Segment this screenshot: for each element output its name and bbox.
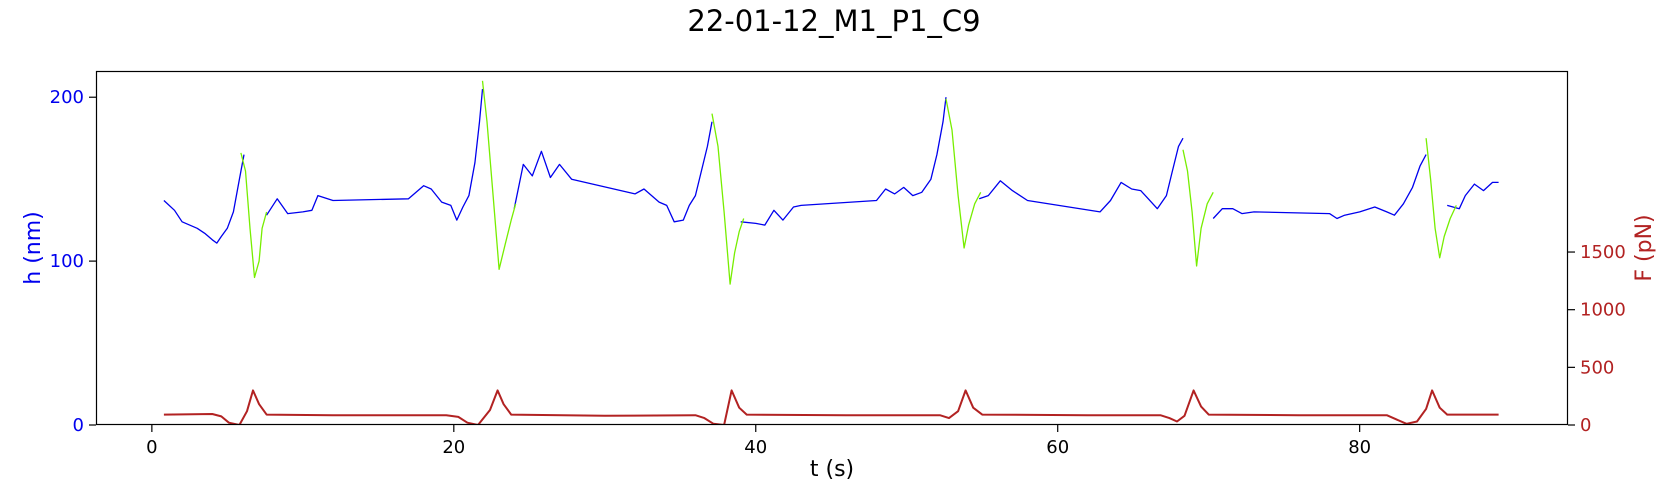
height-compression-line xyxy=(1425,138,1457,259)
right-y-tick-label: 500 xyxy=(1580,357,1614,378)
right-y-tick-label: 0 xyxy=(1580,415,1591,436)
right-y-axis-label: F (pN) xyxy=(1632,214,1657,281)
left-y-tick-label: 0 xyxy=(73,415,84,436)
left-y-axis: 0 100 200 xyxy=(50,87,96,436)
x-tick-label: 0 xyxy=(146,437,157,458)
left-y-tick-label: 100 xyxy=(50,251,84,272)
right-y-axis: 0 500 1000 1500 xyxy=(1568,242,1626,436)
x-axis-label: t (s) xyxy=(810,457,854,482)
x-axis: 0 20 40 60 80 xyxy=(146,425,1371,458)
height-compression-line xyxy=(240,152,268,279)
x-tick-label: 40 xyxy=(744,437,767,458)
height-compression-line xyxy=(1182,149,1214,267)
height-baseline-line xyxy=(978,137,1184,213)
right-y-tick-label: 1500 xyxy=(1580,242,1626,263)
height-compression-line xyxy=(945,98,982,249)
right-y-tick-label: 1000 xyxy=(1580,300,1626,321)
left-y-tick-label: 200 xyxy=(50,87,84,108)
height-compression-line xyxy=(711,113,745,285)
force-series-line xyxy=(163,389,1499,425)
height-baseline-line xyxy=(266,88,484,221)
height-compression-line xyxy=(481,80,517,270)
chart-title: 22-01-12_M1_P1_C9 xyxy=(687,4,980,38)
height-baseline-line xyxy=(1447,181,1499,210)
x-tick-label: 60 xyxy=(1046,437,1069,458)
height-baseline-line xyxy=(1212,154,1427,220)
height-baseline-line xyxy=(163,154,245,244)
x-tick-label: 80 xyxy=(1348,437,1371,458)
left-y-axis-label: h (nm) xyxy=(21,211,46,284)
x-tick-label: 20 xyxy=(442,437,465,458)
height-baseline-line xyxy=(740,97,947,226)
height-baseline-line xyxy=(513,121,713,223)
plot-frame xyxy=(95,70,1569,426)
series-layer xyxy=(163,80,1499,425)
